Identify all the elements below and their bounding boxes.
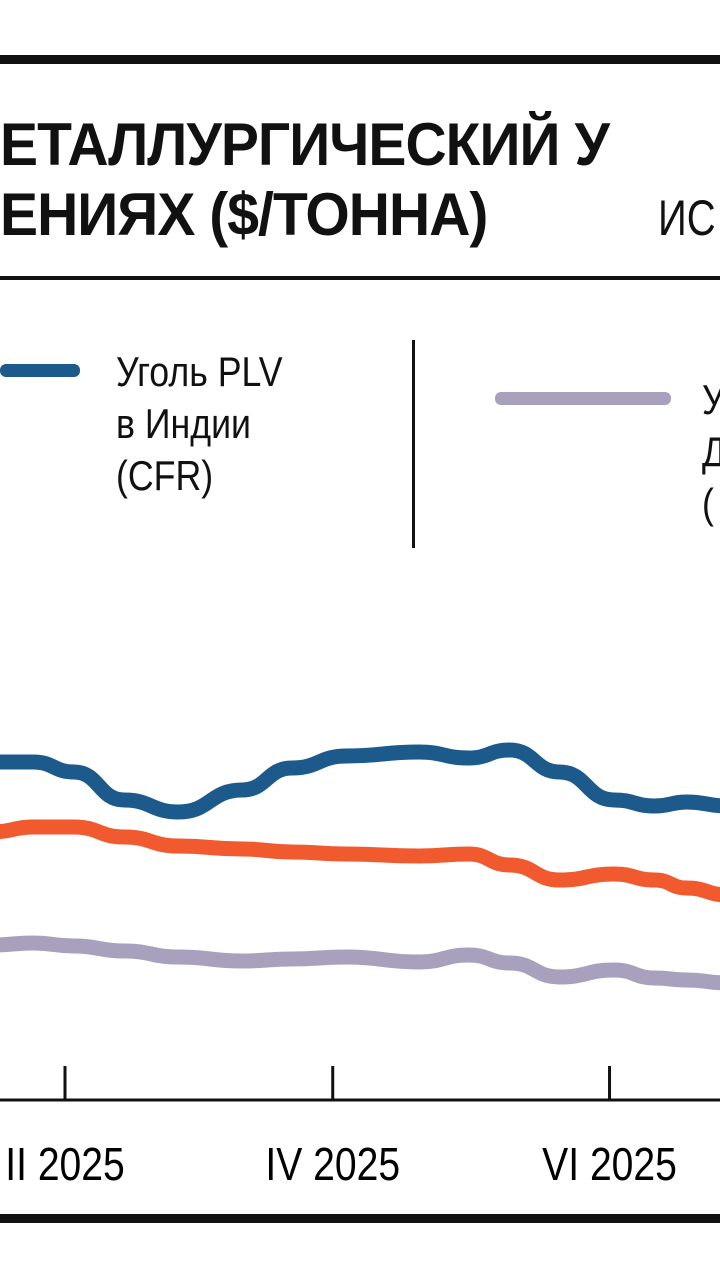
legend-line: в Индии bbox=[116, 400, 251, 447]
chart-title-line-2: ЕНИЯХ ($/ТОННА) bbox=[0, 181, 488, 248]
title-rule bbox=[0, 276, 720, 280]
legend-divider bbox=[412, 340, 415, 548]
x-tick-label: II 2025 bbox=[5, 1139, 125, 1191]
x-tick-label: IV 2025 bbox=[265, 1139, 400, 1191]
x-tick-label: VI 2025 bbox=[542, 1139, 677, 1191]
legend-line: ( bbox=[702, 480, 714, 527]
legend-label-gray: У Д ( bbox=[702, 374, 720, 530]
series-line-2 bbox=[0, 935, 720, 991]
top-rule bbox=[0, 55, 720, 64]
legend-line: Уголь PLV bbox=[116, 348, 283, 395]
legend-swatch-gray bbox=[495, 392, 671, 405]
legend-label-blue: Уголь PLV в Индии (CFR) bbox=[116, 346, 283, 502]
legend-line: (CFR) bbox=[116, 452, 214, 499]
bottom-rule bbox=[0, 1214, 720, 1223]
legend-swatch-blue bbox=[0, 364, 80, 377]
legend-line: Д bbox=[702, 426, 720, 478]
series-line-1 bbox=[0, 819, 720, 903]
chart-title-line-1: ЕТАЛЛУРГИЧЕСКИЙ У bbox=[0, 111, 610, 178]
series-line-0 bbox=[0, 742, 720, 820]
source-label: ИС bbox=[658, 190, 716, 246]
legend-line: У bbox=[702, 374, 720, 426]
